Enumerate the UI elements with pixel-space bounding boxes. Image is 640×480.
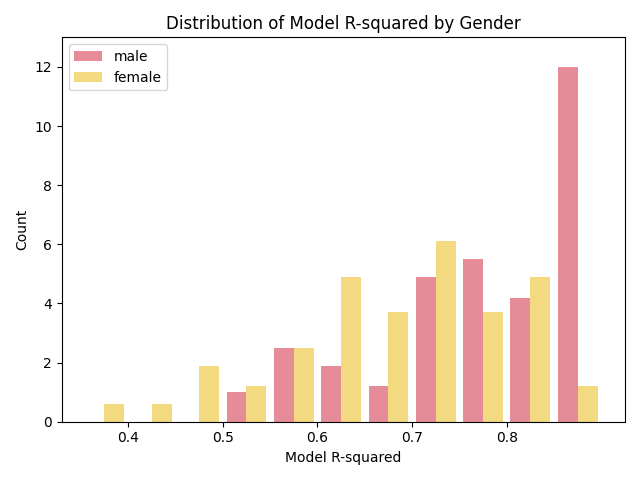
Bar bbox=[531, 277, 550, 422]
Bar bbox=[483, 312, 503, 422]
Bar bbox=[246, 386, 266, 422]
Bar bbox=[388, 312, 408, 422]
Bar bbox=[578, 386, 598, 422]
Bar bbox=[294, 348, 314, 422]
Bar bbox=[341, 277, 361, 422]
Bar bbox=[558, 67, 578, 422]
Bar bbox=[511, 298, 531, 422]
Bar bbox=[463, 259, 483, 422]
X-axis label: Model R-squared: Model R-squared bbox=[285, 451, 402, 465]
Bar bbox=[436, 241, 456, 422]
Bar bbox=[369, 386, 388, 422]
Bar bbox=[321, 366, 341, 422]
Bar bbox=[227, 392, 246, 422]
Bar bbox=[274, 348, 294, 422]
Bar bbox=[416, 277, 436, 422]
Title: Distribution of Model R-squared by Gender: Distribution of Model R-squared by Gende… bbox=[166, 15, 521, 33]
Bar bbox=[104, 404, 124, 422]
Y-axis label: Count: Count bbox=[15, 209, 29, 250]
Bar bbox=[199, 366, 219, 422]
Legend: male, female: male, female bbox=[69, 44, 167, 90]
Bar bbox=[152, 404, 172, 422]
